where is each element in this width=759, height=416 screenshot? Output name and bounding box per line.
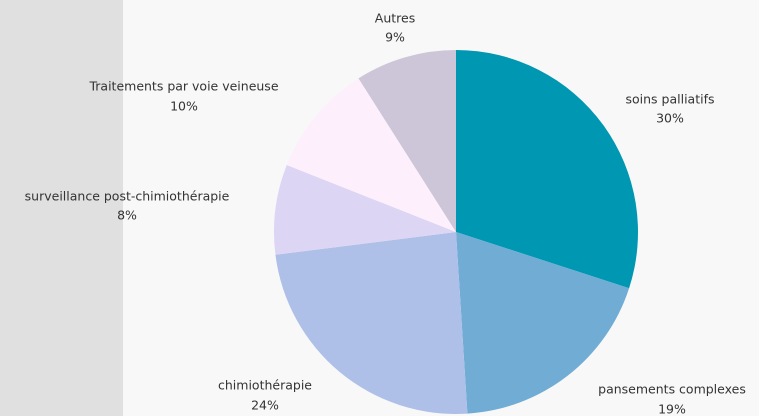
slice-value-label: 8% xyxy=(117,208,137,223)
pie-slice xyxy=(358,50,456,232)
slice-value-label: 30% xyxy=(656,111,684,126)
side-panel xyxy=(0,0,123,416)
pie-slice xyxy=(456,232,630,414)
slice-label: surveillance post-chimiothérapie xyxy=(25,189,230,204)
slice-label: Traitements par voie veineuse xyxy=(88,79,278,94)
slice-label: chimiothérapie xyxy=(218,378,312,393)
slice-label: soins palliatifs xyxy=(625,92,714,107)
slice-label: Autres xyxy=(375,11,415,26)
slice-value-label: 9% xyxy=(385,30,405,45)
pie-slice xyxy=(456,50,638,289)
slice-value-label: 19% xyxy=(658,402,686,416)
pie-slice xyxy=(275,232,468,414)
slice-label: pansements complexes xyxy=(598,382,746,397)
pie-slice xyxy=(274,165,456,255)
slice-value-label: 24% xyxy=(251,398,279,413)
pie-slice xyxy=(286,78,456,232)
slice-value-label: 10% xyxy=(170,99,198,114)
